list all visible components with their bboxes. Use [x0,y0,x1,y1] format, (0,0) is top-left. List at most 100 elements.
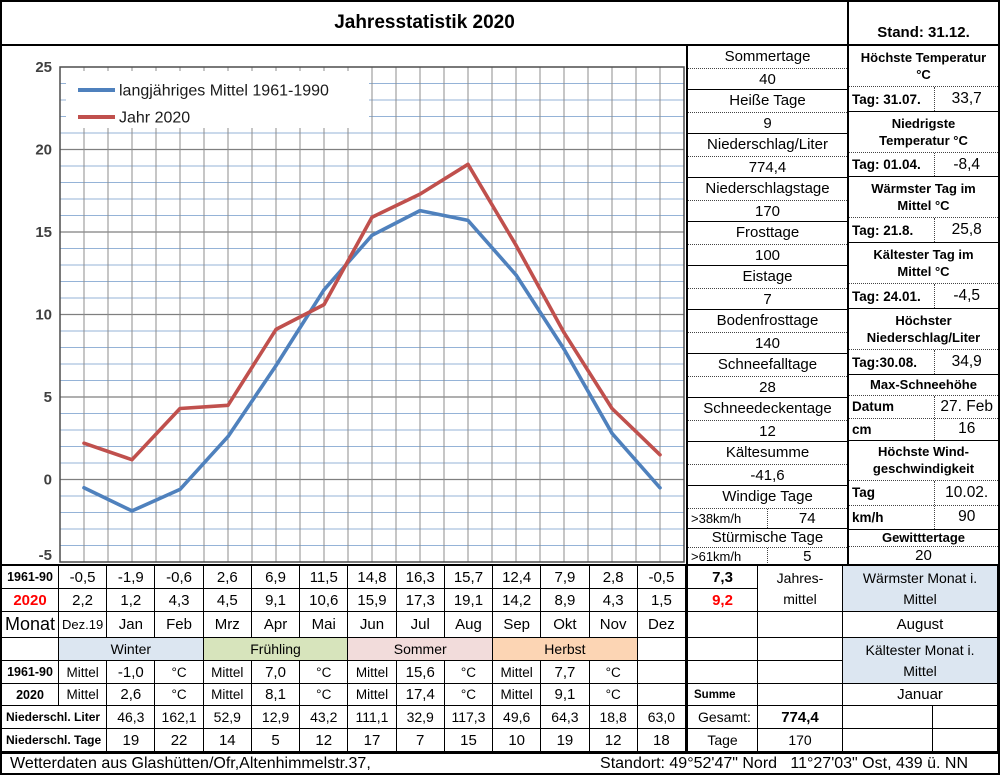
empty-cell [758,638,843,661]
stat-value: 12 [759,422,776,440]
season-mean-1961-90-winter: -1,0 [107,661,156,684]
season-unit: °C [155,661,204,684]
empty-cell [758,612,843,638]
stat-value: 5 [803,548,812,565]
cell-1961-90-nov: 2,8 [589,566,638,589]
season-mittel-label: Mittel [493,684,542,706]
footer-source: Wetterdaten aus Glashütten/Ofr,Altenhimm… [10,754,371,772]
precip-liter-mai: 43,2 [300,706,349,729]
stat-value: 25,8 [951,221,982,239]
temperature-line-chart: -5 0 5 10 15 20 25 langjähriges Mittel 1961-199… [35,59,685,564]
stat-value: 40 [759,70,776,88]
season-mittel-label: Mittel [203,684,252,706]
row-header-2020: 2020 [2,589,59,612]
stat-label: Windige Tage [688,486,847,509]
season-row-header-1961-90: 1961-90 [2,661,59,684]
stats-column-right: Höchste Temperatur °C Tag: 31.07. 33,7 Nied… [849,46,998,564]
precip-liter-sep: 49,6 [493,706,542,729]
stat-value-row: >38km/h 74 [688,509,847,528]
month-dez-19: Dez.19 [59,612,108,638]
month-dez: Dez [637,612,686,638]
cell-2020-apr: 9,1 [251,589,301,612]
month-jan: Jan [107,612,156,638]
stat-schneedeckentage: Schneedeckentage 12 [688,398,847,442]
stat-sommertage: Sommertage 40 [688,46,847,90]
stat-label: Schneefalltage [688,354,847,377]
month-feb: Feb [155,612,204,638]
precip-liter-mrz: 52,9 [203,706,252,729]
stat-value: 90 [958,508,976,526]
series-line-mittel-1961-1990 [82,208,662,513]
precip-tage-nov: 12 [589,729,638,752]
month-nov: Nov [589,612,638,638]
stat-k-ltesumme: Kältesumme -41,6 [688,442,847,486]
page-title-cell: Jahresstatistik 2020 [2,2,849,46]
precip-tage-apr: 5 [251,729,301,752]
empty-cell [688,661,758,684]
season-unit: °C [589,684,638,706]
stat-windige-tage: Windige Tage >38km/h 74 [688,486,847,529]
stat-value-row: Tag: 01.04. -8,4 [849,153,998,176]
precip-liter-apr: 12,9 [251,706,301,729]
tage-total-label: Tage [688,729,758,752]
stat-value: 33,7 [951,90,982,108]
stat-tag: Tag: 01.04. [849,153,936,176]
warmest-month-value: August [843,612,998,638]
stat-value: 34,9 [951,353,982,371]
month-mrz: Mrz [203,612,252,638]
cell-2020-dez: 1,5 [637,589,686,612]
cell-2020-aug: 19,1 [444,589,494,612]
season-unit: °C [444,661,494,684]
row-header-niederschl-liter: Niederschl. Liter [2,706,108,729]
gesamt-value: 774,4 [758,706,843,729]
cell-1961-90-apr: 6,9 [251,566,301,589]
stat-value-row: Tag: 21.8. 25,8 [849,218,998,242]
month-jun: Jun [348,612,397,638]
gesamt-label: Gesamt: [688,706,758,729]
monthly-table: 1961-90 -0,5 -1,9 -0,6 2,6 6,9 11,5 14,8 16,3 15,… [2,564,688,752]
annual-summary-table: 7,3 Jahres- mittel Wärmster Monat i. Mit… [688,564,998,752]
tage-total-value: 170 [758,729,843,752]
stat-value: 74 [798,510,816,527]
y-axis-label-5: 5 [44,389,52,406]
coldest-month-value: Januar [843,684,998,706]
season-mean-2020-herbst: 9,1 [541,684,590,706]
stat-schneefalltage: Schneefalltage 28 [688,354,847,398]
stat-k-ltester-tag-im-mittel-c: Kältester Tag im Mittel °C Tag: 24.01. -4,… [849,243,998,309]
precip-liter-jun: 111,1 [348,706,397,729]
footer-location: Standort: 49°52'47" Nord 11°27'03" Ost, … [600,754,968,772]
stat-tag: Tag: 21.8. [849,218,936,242]
month-mai: Mai [300,612,349,638]
stats-column-left: Sommertage 40 Heiße Tage 9 Niederschlag/Lite… [688,46,849,565]
empty-split-cell [843,706,998,729]
month-jul: Jul [396,612,445,638]
precip-liter-feb: 162,1 [155,706,204,729]
empty-cell [688,638,758,661]
stat-label: Gewitttertage [849,530,998,547]
stat-tag: Tag:30.08. [849,350,936,374]
stat-label: Höchste Temperatur °C [849,46,998,88]
stat-label: Heiße Tage [688,90,847,113]
season-band-winter: Winter [59,638,204,661]
stat-value: 7 [763,290,772,308]
season-unit: °C [589,661,638,684]
stat-value: 140 [754,334,781,352]
precip-tage-mrz: 14 [203,729,252,752]
series-line-jahr-2020 [82,162,662,462]
month-sep: Sep [493,612,542,638]
stat-max-schneeh-he: Max-Schneehöhe Datum 27. Feb cm 16 [849,375,998,441]
cell-1961-90-aug: 15,7 [444,566,494,589]
stat-value: -41,6 [750,466,785,484]
stat-value-row: Tag: 31.07. 33,7 [849,87,998,111]
stat-value: 10.02. [945,483,989,501]
stat-bodenfrosttage: Bodenfrosttage 140 [688,310,847,354]
stat-value: 9 [763,114,772,132]
row-header-monat: Monat [2,612,59,638]
cell-2020-sep: 14,2 [493,589,542,612]
season-unit: °C [444,684,494,706]
cell-2020-mai: 10,6 [300,589,349,612]
legend-label-jahr-2020: Jahr 2020 [119,110,190,127]
row-header-1961-90: 1961-90 [2,566,59,589]
precip-tage-jun: 17 [348,729,397,752]
